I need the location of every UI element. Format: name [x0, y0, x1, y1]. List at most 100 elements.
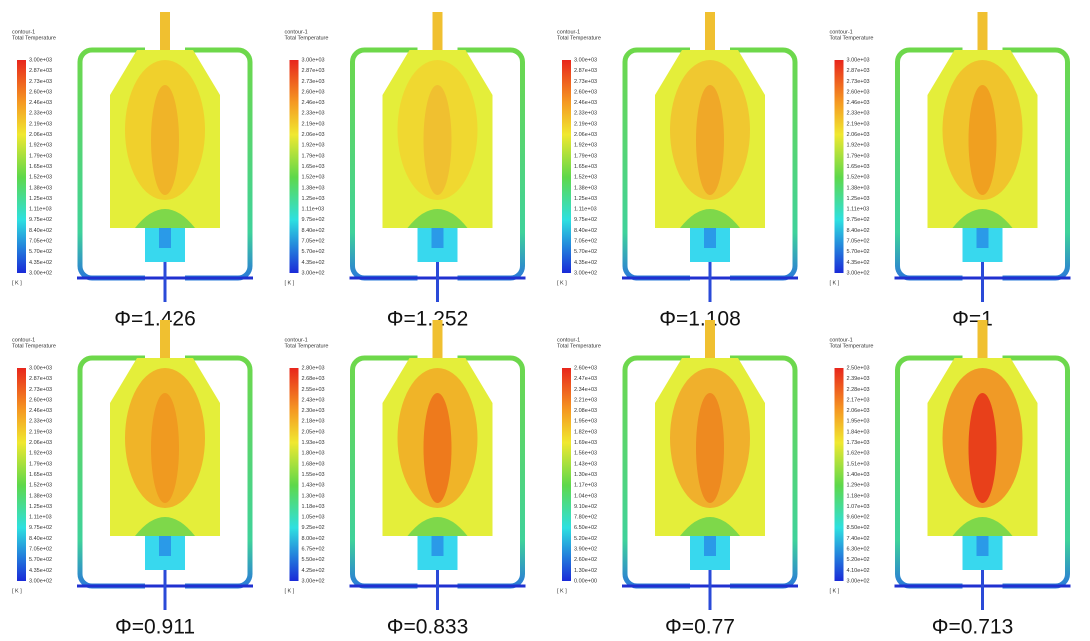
colorbar-tick-label: 1.82e+03	[574, 429, 597, 435]
colorbar	[562, 60, 571, 273]
colorbar-tick-label: 3.00e+03	[29, 365, 52, 371]
inlet-core	[432, 536, 444, 556]
colorbar-tick-label: 9.75e+02	[847, 217, 870, 223]
colorbar-tick-label: 1.56e+03	[574, 451, 597, 457]
colorbar-tick-label: 2.68e+03	[302, 376, 325, 382]
colorbar-tick-label: 4.25e+02	[302, 568, 325, 574]
colorbar-unit: [ K ]	[557, 588, 567, 594]
colorbar-unit: [ K ]	[830, 280, 840, 286]
colorbar-tick-label: 3.00e+02	[302, 578, 325, 584]
colorbar-tick-label: 1.92e+03	[302, 143, 325, 149]
colorbar-tick-label: 1.92e+03	[574, 143, 597, 149]
colorbar-tick-label: 1.05e+03	[302, 515, 325, 521]
equivalence-ratio: Φ=0.833	[387, 616, 469, 639]
equivalence-ratio: Φ=1.426	[114, 308, 196, 331]
colorbar	[835, 60, 844, 273]
colorbar-tick-label: 1.65e+03	[574, 164, 597, 170]
colorbar-tick-label: 5.70e+02	[847, 249, 870, 255]
colorbar-tick-label: 9.75e+02	[302, 217, 325, 223]
colorbar-tick-label: 8.40e+02	[847, 228, 870, 234]
inlet-core	[159, 536, 171, 556]
contour-panel: contour-1Total Temperature3.00e+032.87e+…	[557, 12, 798, 331]
colorbar-tick-label: 1.52e+03	[29, 175, 52, 181]
colorbar-tick-label: 2.46e+03	[29, 408, 52, 414]
core-zone	[151, 85, 179, 195]
panel-subtitle: Total Temperature	[285, 343, 329, 349]
colorbar-tick-label: 0.00e+00	[574, 578, 597, 584]
inlet-core	[977, 536, 989, 556]
colorbar-tick-label: 1.79e+03	[847, 153, 870, 159]
colorbar-tick-label: 2.33e+03	[847, 111, 870, 117]
colorbar-tick-label: 2.06e+03	[302, 132, 325, 138]
colorbar-tick-label: 3.00e+02	[29, 270, 52, 276]
colorbar-tick-label: 2.87e+03	[302, 68, 325, 74]
colorbar-tick-label: 4.35e+02	[847, 260, 870, 266]
colorbar	[562, 368, 571, 581]
colorbar-tick-label: 2.19e+03	[574, 121, 597, 127]
colorbar-unit: [ K ]	[830, 588, 840, 594]
colorbar-tick-label: 1.79e+03	[29, 153, 52, 159]
colorbar-tick-label: 2.17e+03	[847, 397, 870, 403]
colorbar-tick-label: 5.70e+02	[29, 249, 52, 255]
colorbar-unit: [ K ]	[285, 588, 295, 594]
colorbar	[290, 60, 299, 273]
colorbar-tick-label: 1.43e+03	[574, 461, 597, 467]
inlet-core	[704, 228, 716, 248]
colorbar-tick-label: 1.11e+03	[302, 207, 325, 213]
colorbar-tick-label: 1.11e+03	[29, 515, 52, 521]
figure: contour-1Total Temperature3.00e+032.87e+…	[0, 0, 1090, 641]
colorbar-tick-label: 1.95e+03	[847, 419, 870, 425]
colorbar-tick-label: 9.10e+02	[574, 504, 597, 510]
colorbar-tick-label: 2.60e+02	[574, 557, 597, 563]
colorbar-tick-label: 9.75e+02	[574, 217, 597, 223]
colorbar-tick-label: 1.38e+03	[302, 185, 325, 191]
colorbar-tick-label: 1.18e+03	[847, 493, 870, 499]
colorbar-tick-label: 1.79e+03	[574, 153, 597, 159]
colorbar-tick-label: 2.46e+03	[302, 100, 325, 106]
colorbar-tick-label: 5.50e+02	[302, 557, 325, 563]
colorbar-tick-label: 2.05e+03	[302, 429, 325, 435]
colorbar-tick-label: 2.33e+03	[29, 111, 52, 117]
colorbar-tick-label: 9.75e+02	[29, 525, 52, 531]
colorbar-tick-label: 2.21e+03	[574, 397, 597, 403]
colorbar	[17, 368, 26, 581]
panel-subtitle: Total Temperature	[557, 343, 601, 349]
colorbar-tick-label: 1.68e+03	[302, 461, 325, 467]
panel-subtitle: Total Temperature	[12, 343, 56, 349]
colorbar-unit: [ K ]	[12, 280, 22, 286]
colorbar-tick-label: 2.46e+03	[847, 100, 870, 106]
colorbar-tick-label: 2.06e+03	[574, 132, 597, 138]
colorbar-tick-label: 1.18e+03	[302, 504, 325, 510]
colorbar-tick-label: 1.65e+03	[29, 164, 52, 170]
colorbar-tick-label: 2.33e+03	[29, 419, 52, 425]
colorbar-tick-label: 1.30e+03	[574, 472, 597, 478]
core-zone	[969, 85, 997, 195]
colorbar-tick-label: 2.60e+03	[29, 89, 52, 95]
colorbar-tick-label: 1.52e+03	[847, 175, 870, 181]
colorbar-tick-label: 1.25e+03	[847, 196, 870, 202]
colorbar-tick-label: 1.07e+03	[847, 504, 870, 510]
colorbar-tick-label: 1.79e+03	[302, 153, 325, 159]
colorbar-tick-label: 7.05e+02	[29, 239, 52, 245]
colorbar-tick-label: 1.84e+03	[847, 429, 870, 435]
colorbar-tick-label: 2.19e+03	[29, 429, 52, 435]
colorbar-tick-label: 7.05e+02	[302, 239, 325, 245]
core-zone	[696, 85, 724, 195]
contour-panel: contour-1Total Temperature3.00e+032.87e+…	[285, 12, 526, 331]
colorbar-tick-label: 8.00e+02	[302, 536, 325, 542]
colorbar-tick-label: 2.28e+03	[847, 387, 870, 393]
colorbar-tick-label: 9.75e+02	[29, 217, 52, 223]
colorbar-tick-label: 1.55e+03	[302, 472, 325, 478]
inlet-core	[159, 228, 171, 248]
core-zone	[969, 393, 997, 503]
colorbar-tick-label: 2.60e+03	[29, 397, 52, 403]
colorbar-tick-label: 4.35e+02	[302, 260, 325, 266]
colorbar-tick-label: 2.60e+03	[847, 89, 870, 95]
colorbar-tick-label: 1.11e+03	[574, 207, 597, 213]
contour-panel: contour-1Total Temperature3.00e+032.87e+…	[830, 12, 1071, 331]
colorbar-tick-label: 1.11e+03	[847, 207, 870, 213]
equivalence-ratio: Φ=1.252	[387, 308, 469, 331]
panel-subtitle: Total Temperature	[12, 35, 56, 41]
colorbar-tick-label: 1.38e+03	[574, 185, 597, 191]
